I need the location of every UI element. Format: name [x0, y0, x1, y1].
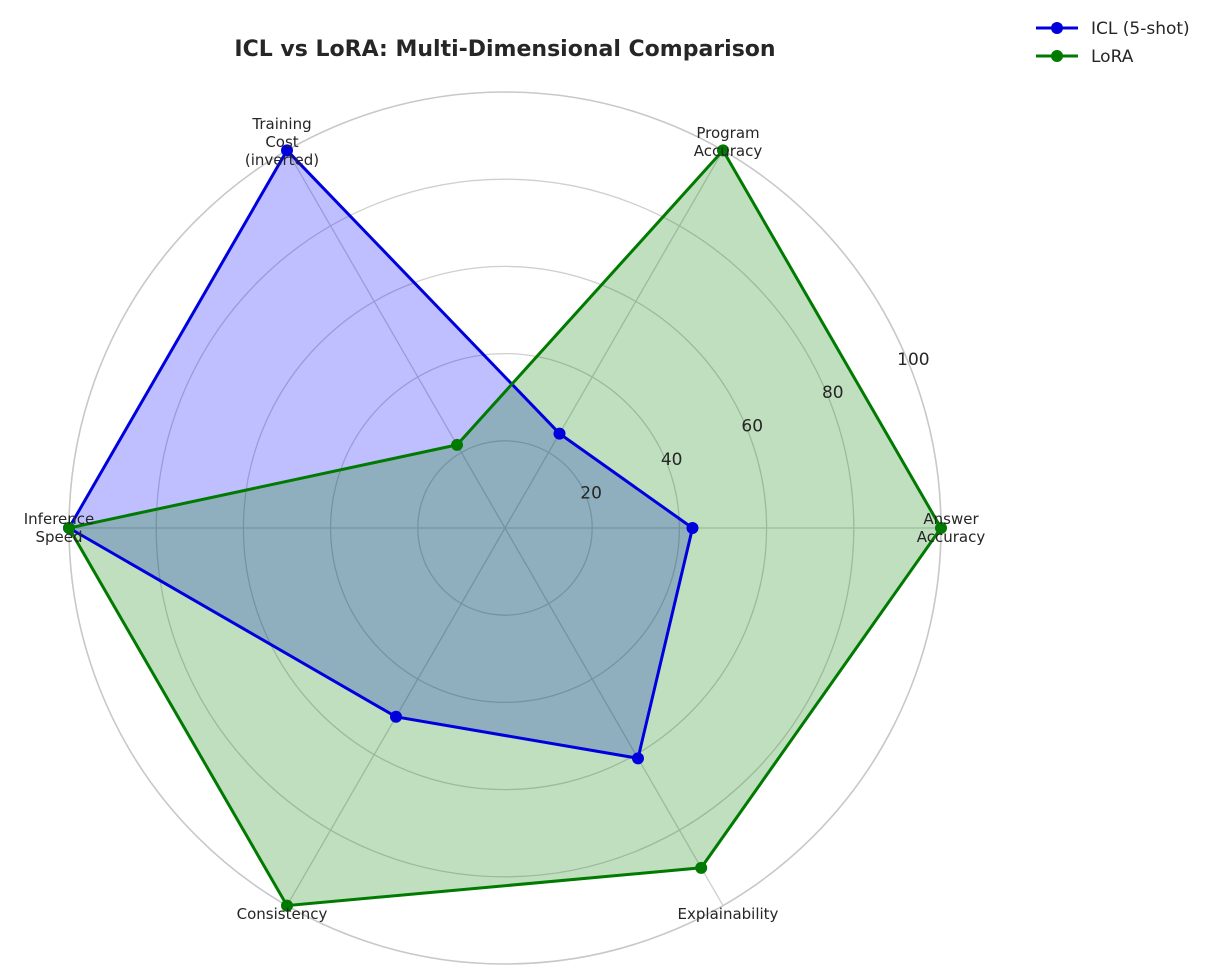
radial-tick-label: 80: [822, 383, 844, 403]
legend: ICL (5-shot) LoRA: [1036, 19, 1190, 67]
series-point-1: [390, 710, 402, 723]
radial-tick-label: 40: [661, 450, 683, 470]
legend-label: LoRA: [1091, 47, 1134, 67]
legend-label: ICL (5-shot): [1091, 19, 1190, 39]
axis-label: Consistency: [237, 905, 328, 923]
grid-spoke: [504, 527, 724, 906]
grid-spoke: [504, 150, 724, 529]
series-point-2: [63, 522, 75, 534]
axis-label: Inference Speed: [24, 510, 95, 546]
series-point-2: [451, 438, 464, 451]
series-point-2: [935, 522, 947, 534]
axis-label: Explainability: [678, 905, 779, 923]
series-area-2: [69, 150, 941, 906]
series-point-1: [686, 522, 699, 534]
series-point-1: [631, 752, 644, 765]
radial-tick-label: 20: [580, 483, 602, 503]
series-point-1: [281, 144, 293, 157]
axis-label: Training Cost (inverted): [245, 115, 319, 169]
legend-swatch-marker: [1051, 50, 1063, 62]
axis-labels: Answer Accuracy Program Accuracy Training Cos…: [24, 115, 986, 923]
chart-title: ICL vs LoRA: Multi-Dimensional Compariso…: [234, 37, 775, 62]
series-layer: [63, 144, 947, 912]
radial-tick-label: 100: [897, 350, 929, 370]
axis-label: Program Accuracy: [694, 124, 763, 160]
radial-tick-labels: 20 40 60 80 100: [580, 350, 929, 503]
series-point-2: [695, 861, 708, 874]
series-point-1: [553, 427, 566, 440]
legend-swatch-marker: [1051, 22, 1063, 34]
grid-spoke: [286, 150, 506, 529]
radial-tick-label: 60: [741, 417, 763, 437]
series-point-2: [281, 899, 293, 912]
series-area-1: [69, 150, 693, 759]
series-point-2: [717, 144, 729, 157]
axis-label: Answer Accuracy: [917, 510, 986, 546]
